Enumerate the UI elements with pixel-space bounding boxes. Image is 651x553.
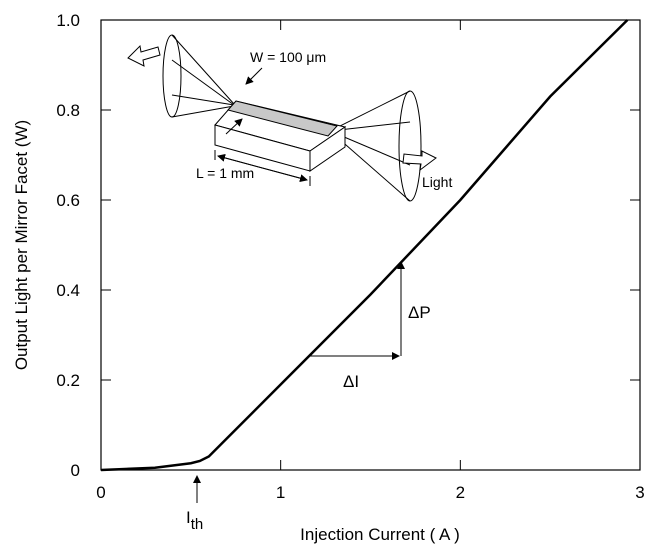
threshold-subscript: th (191, 516, 204, 533)
chart: Injection Current ( A ) Output Light per… (0, 0, 651, 548)
page: Injection Current ( A ) Output Light per… (0, 0, 651, 553)
y-tick-label: 0 (71, 461, 80, 480)
curve (101, 20, 627, 470)
y-tick-label: 0.6 (56, 191, 80, 210)
y-tick-label: 0.4 (56, 281, 80, 300)
x-tick-label: 3 (635, 483, 644, 502)
y-axis-label: Output Light per Mirror Facet (W) (12, 120, 31, 370)
light-label: Light (422, 174, 452, 190)
y-tick-label: 0.2 (56, 371, 80, 390)
delta-i-label: ΔI (343, 372, 359, 391)
length-label: L = 1 mm (196, 165, 254, 181)
x-tick-label: 1 (276, 483, 285, 502)
y-tick-label: 0.8 (56, 101, 80, 120)
width-label: W = 100 μm (250, 49, 326, 65)
y-tick-label: 1.0 (56, 11, 80, 30)
x-tick-label: 0 (96, 483, 105, 502)
delta-p-label: ΔP (408, 303, 431, 322)
x-tick-label: 2 (456, 483, 465, 502)
threshold-label: Ith (186, 508, 203, 533)
x-axis-label: Injection Current ( A ) (300, 525, 460, 544)
